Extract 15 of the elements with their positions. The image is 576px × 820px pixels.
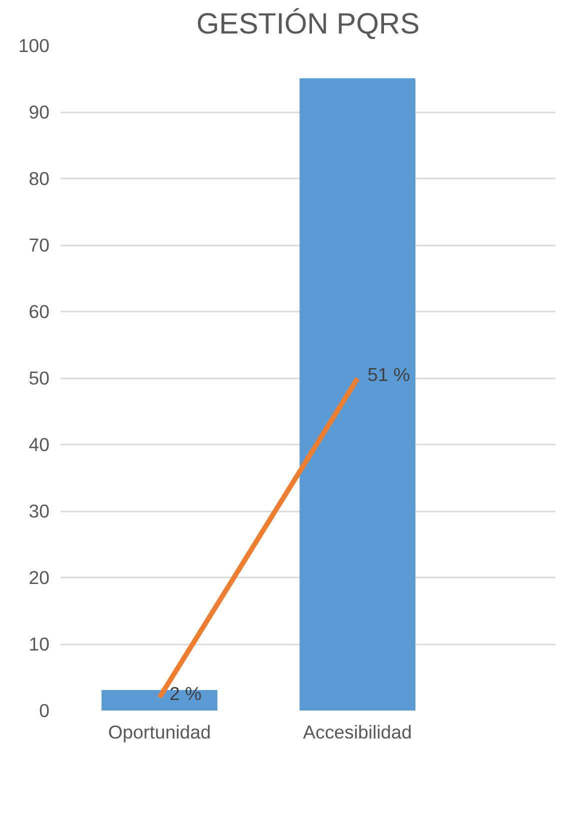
y-tick-label: 50 [28, 368, 50, 388]
y-tick-label: 90 [28, 102, 50, 122]
y-tick-label: 20 [28, 567, 50, 588]
y-tick-label: 40 [28, 434, 50, 455]
y-tick-label: 100 [18, 35, 50, 56]
y-tick-label: 60 [28, 301, 50, 322]
y-tick-label: 80 [28, 168, 50, 189]
y-tick-label: 0 [39, 700, 50, 721]
y-tick-label: 30 [28, 500, 50, 522]
x-tick-label: Oportunidad [108, 722, 211, 742]
chart-title: GESTIÓN PQRS [196, 8, 420, 40]
y-tick-label: 10 [28, 634, 50, 654]
data-label: 51 % [368, 364, 410, 385]
x-tick-label: Accesibilidad [303, 722, 412, 742]
y-tick-label: 70 [28, 234, 50, 256]
